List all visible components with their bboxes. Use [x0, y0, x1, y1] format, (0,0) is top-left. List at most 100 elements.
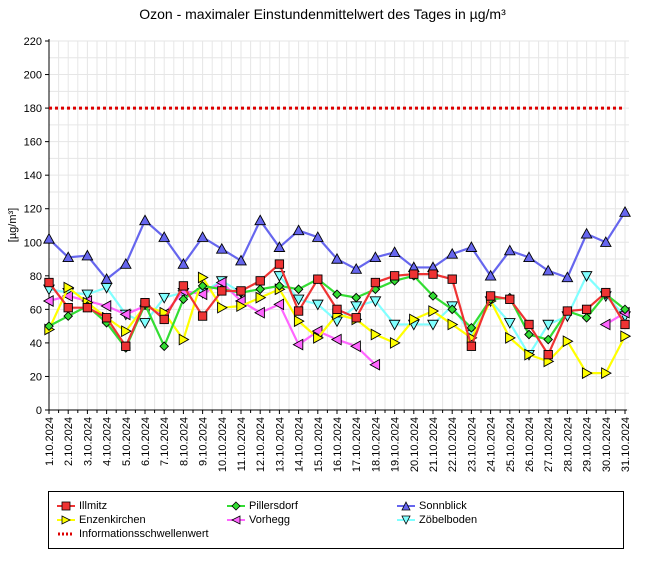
data-point [81, 249, 94, 261]
y-tick-label: 200 [24, 70, 42, 82]
data-point [100, 273, 113, 284]
data-point [370, 277, 381, 288]
y-tick-label: 100 [24, 237, 42, 249]
legend-item-enzenkirchen: Enzenkirchen [57, 513, 146, 527]
data-point [62, 251, 75, 263]
triangle-down-marker-icon [397, 515, 415, 525]
data-point [63, 303, 73, 313]
data-point [601, 367, 612, 380]
data-point [369, 296, 382, 308]
data-point [255, 276, 265, 286]
data-point [330, 333, 342, 346]
data-point [42, 295, 54, 307]
data-point [254, 214, 267, 226]
data-point [43, 232, 55, 244]
data-point [292, 294, 305, 306]
data-point [119, 308, 131, 321]
x-tick-label: 14.10.2024 [294, 417, 306, 472]
legend-item-informationsschwellenwert: Informationsschwellenwert [57, 527, 209, 541]
x-tick-label: 23.10.2024 [466, 417, 478, 472]
x-tick-label: 12.10.2024 [255, 417, 267, 472]
data-point [81, 289, 94, 301]
legend-item-illmitz: Illmitz [57, 499, 107, 513]
data-point [101, 313, 112, 323]
data-point [581, 312, 592, 323]
y-tick-label: 60 [30, 304, 42, 316]
legend-item-pillersdorf: Pillersdorf [227, 499, 298, 513]
data-point [369, 251, 382, 263]
triangle-up-marker-icon [397, 501, 415, 511]
data-point [389, 271, 400, 281]
data-point [255, 291, 267, 304]
data-point [178, 333, 190, 346]
data-point [524, 329, 534, 340]
x-tick-label: 26.10.2024 [524, 417, 536, 472]
data-point [409, 313, 420, 326]
x-tick-label: 21.10.2024 [428, 417, 440, 472]
data-point [388, 319, 401, 331]
square-marker-icon [57, 501, 75, 511]
data-point [293, 315, 305, 328]
x-tick-label: 2.10.2024 [63, 417, 75, 466]
data-point [620, 330, 632, 343]
data-point [139, 318, 151, 329]
data-point [63, 311, 74, 321]
data-point [505, 331, 516, 344]
data-point [466, 341, 477, 351]
data-point [562, 335, 574, 348]
axes [45, 39, 627, 414]
x-tick-label: 9.10.2024 [198, 417, 210, 466]
chart-plot: 0 20 40 60 80 100 120 140 160 180 200 220 1.10.2024 2… [7, 36, 632, 472]
x-tick-label: 3.10.2024 [82, 417, 94, 466]
y-tick-label: 20 [30, 371, 42, 383]
data-point [139, 214, 151, 226]
legend-label: Vorhegg [249, 514, 290, 526]
x-tick-label: 25.10.2024 [505, 417, 517, 472]
data-point [331, 252, 343, 264]
x-tick-label: 22.10.2024 [447, 417, 459, 472]
data-point [273, 298, 285, 311]
legend-label: Zöbelboden [419, 514, 478, 526]
data-point [159, 341, 170, 352]
data-point [119, 257, 132, 269]
data-point [427, 319, 439, 331]
legend-label: Enzenkirchen [79, 514, 146, 526]
data-point [465, 241, 478, 252]
dotted-line-icon [58, 532, 74, 536]
data-point [292, 224, 305, 236]
legend-label: Pillersdorf [249, 500, 298, 512]
x-tick-label: 13.10.2024 [274, 417, 286, 472]
data-point [313, 274, 323, 284]
data-point [178, 281, 189, 291]
data-point [177, 257, 190, 269]
x-tick-label: 16.10.2024 [332, 417, 344, 472]
data-point [581, 304, 592, 315]
data-point [447, 274, 457, 284]
x-tick-label: 7.10.2024 [159, 417, 171, 466]
data-point [158, 292, 171, 304]
x-tick-label: 20.10.2024 [409, 417, 421, 472]
data-point [369, 358, 381, 371]
data-point [197, 271, 209, 284]
data-point [255, 284, 266, 295]
data-point [466, 322, 477, 333]
data-point [63, 281, 75, 294]
data-point [543, 334, 554, 345]
data-point [62, 289, 73, 302]
data-point [82, 303, 93, 313]
data-point [217, 301, 228, 314]
data-point [332, 304, 342, 315]
data-point [581, 367, 593, 380]
data-point [159, 314, 169, 325]
x-tick-label: 18.10.2024 [370, 417, 382, 472]
data-point [293, 306, 304, 316]
data-point [351, 292, 362, 303]
series-sonnblick [43, 205, 631, 284]
legend-item-zoebelboden: Zöbelboden [397, 513, 477, 527]
data-point [561, 271, 574, 283]
data-point [293, 284, 304, 295]
legend-label: Informationsschwellenwert [79, 528, 209, 540]
x-tick-label: 11.10.2024 [236, 417, 248, 471]
data-point [447, 304, 458, 315]
data-point [543, 350, 553, 360]
